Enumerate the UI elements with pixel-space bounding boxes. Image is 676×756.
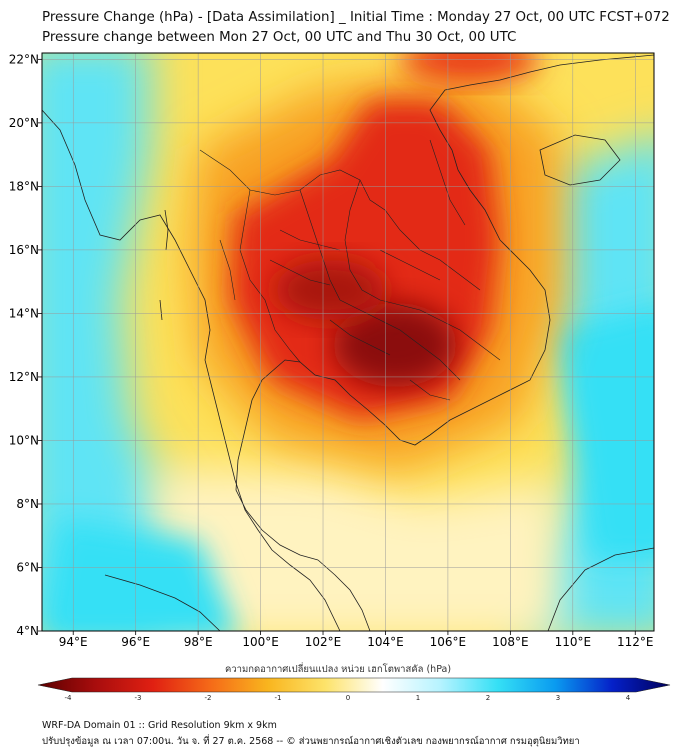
lon-tick-label: 96°E <box>121 635 150 649</box>
lon-tick-label: 106°E <box>430 635 467 649</box>
coastlines <box>42 54 654 631</box>
lat-tick-label: 12°N <box>9 370 39 384</box>
lat-tick-label: 22°N <box>9 52 39 66</box>
map-title: Pressure Change (hPa) - [Data Assimilati… <box>42 10 670 25</box>
lat-tick-label: 18°N <box>9 179 39 193</box>
colorbar-label: ความกดอากาศเปลี่ยนแปลง หน่วย เฮกโตพาสคัล… <box>224 664 452 675</box>
lat-tick-label: 6°N <box>16 560 39 574</box>
colorbar-tick-label: -4 <box>65 694 73 700</box>
map-subtitle: Pressure change between Mon 27 Oct, 00 U… <box>42 30 517 45</box>
footer-model-info: WRF-DA Domain 01 :: Grid Resolution 9km … <box>42 720 277 731</box>
colorbar-tick-label: -3 <box>135 694 142 700</box>
colorbar-tick-label: 3 <box>556 694 560 700</box>
pressure-field <box>42 53 654 631</box>
lon-tick-label: 94°E <box>59 635 88 649</box>
colorbar-tick-label: 2 <box>486 694 490 700</box>
lat-tick-label: 20°N <box>9 116 39 130</box>
lon-tick-label: 100°E <box>242 635 279 649</box>
pressure-change-map: 94°E 96°E 98°E 100°E 102°E 104°E 106°E 108°E 110… <box>9 52 671 700</box>
colorbar-tick-label: 1 <box>416 694 420 700</box>
longitude-axis: 94°E 96°E 98°E 100°E 102°E 104°E 106°E 108°E 110… <box>59 631 654 649</box>
colorbar-tick-label: 0 <box>346 694 350 700</box>
lon-tick-label: 108°E <box>492 635 529 649</box>
lat-tick-label: 14°N <box>9 306 39 320</box>
lon-tick-label: 110°E <box>555 635 592 649</box>
colorbar-tick-label: 4 <box>626 694 631 700</box>
footer-credit: ปรับปรุงข้อมูล ณ เวลา 07:00น. วัน จ. ที่… <box>42 736 580 747</box>
graticule <box>42 53 654 632</box>
borders <box>199 139 501 401</box>
colorbar-tick-label: -2 <box>205 694 212 700</box>
lat-tick-label: 4°N <box>16 624 39 638</box>
lon-tick-label: 104°E <box>367 635 404 649</box>
lat-tick-label: 16°N <box>9 243 39 257</box>
lon-tick-label: 112°E <box>617 635 654 649</box>
colorbar-tick-label: -1 <box>275 694 282 700</box>
lat-tick-label: 8°N <box>16 497 39 511</box>
lat-tick-label: 10°N <box>9 433 39 447</box>
lon-tick-label: 102°E <box>305 635 342 649</box>
lon-tick-label: 98°E <box>184 635 213 649</box>
latitude-axis: 22°N 20°N 18°N 16°N 14°N 12°N 10°N 8°N 6°N 4°N <box>9 52 42 638</box>
colorbar: -4 -3 -2 -1 0 1 2 3 4 <box>37 677 671 700</box>
plot-frame <box>41 52 655 632</box>
